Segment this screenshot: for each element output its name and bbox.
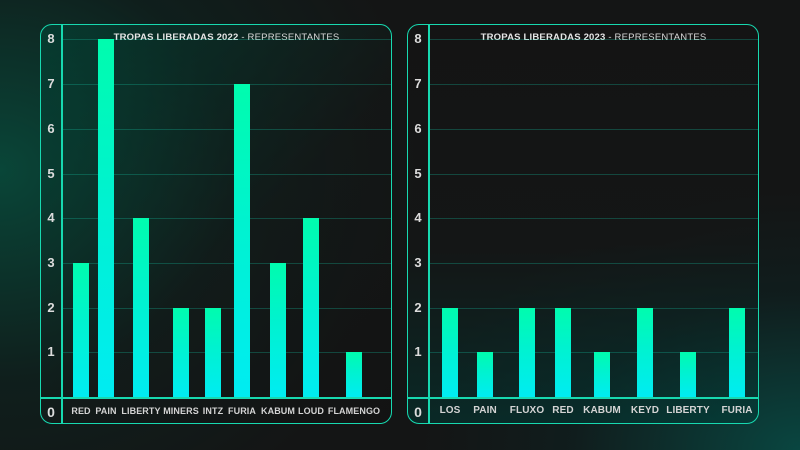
grid-line [429,352,758,354]
bar-furia [729,307,745,397]
x-label-red: RED [552,405,574,416]
bar-liberty [680,352,696,397]
chart-panel-2022: TROPAS LIBERADAS 2022 - REPRESENTANTES 0… [40,24,392,424]
y-tick-7: 7 [47,76,55,92]
bar-keyd [637,307,653,397]
grid-line [429,84,758,86]
bar-kabum [594,352,610,397]
y-tick-2: 2 [414,299,422,315]
chart-title-main: TROPAS LIBERADAS 2022 [113,32,239,43]
y-axis-line [428,25,430,423]
y-tick-6: 6 [47,120,55,136]
x-axis-line [408,397,758,399]
x-label-keyd: KEYD [630,405,660,416]
chart-title-sub: - REPRESENTANTES [238,32,340,43]
grid-line [62,262,391,264]
y-tick-5: 5 [47,165,55,181]
grid-line [62,84,391,86]
chart-title-sub: - REPRESENTANTES [605,32,707,43]
x-label-fluxo: FLUXO [509,405,545,416]
x-axis-line [41,397,391,399]
bar-liberty [133,218,149,397]
bar-miners [173,307,189,397]
x-label-furia: FURIA [721,405,753,416]
y-tick-1: 1 [414,344,422,360]
y-tick-3: 3 [47,254,55,270]
y-tick-0: 0 [47,404,55,420]
x-label-pain: PAIN [473,405,497,416]
chart-title: TROPAS LIBERADAS 2022 - REPRESENTANTES [62,32,391,43]
grid-line [62,218,391,220]
x-label-pain: PAIN [95,406,117,416]
bar-kabum [270,262,286,397]
y-tick-2: 2 [47,299,55,315]
bar-red [555,307,571,397]
x-label-intz: INTZ [202,406,224,416]
bar-los [442,307,458,397]
grid-line [429,307,758,309]
grid-line [429,128,758,130]
y-tick-8: 8 [47,31,55,47]
chart-title-main: TROPAS LIBERADAS 2023 [480,32,606,43]
bar-pain [98,39,114,397]
grid-line [429,262,758,264]
x-label-miners: MINERS [163,406,199,416]
x-label-loud: LOUD [298,406,324,416]
bar-red [73,262,89,397]
grid-line [62,352,391,354]
bar-intz [205,307,221,397]
grid-line [62,173,391,175]
x-label-flamengo: FLAMENGO [327,406,381,416]
x-label-liberty: LIBERTY [666,405,710,416]
y-tick-7: 7 [414,76,422,92]
x-label-liberty: LIBERTY [121,406,161,416]
y-tick-6: 6 [414,120,422,136]
x-label-kabum: KABUM [261,406,295,416]
grid-line [62,307,391,309]
y-axis-line [61,25,63,423]
bar-pain [477,352,493,397]
x-label-kabum: KABUM [583,405,621,416]
x-label-los: LOS [439,405,461,416]
bar-fluxo [519,307,535,397]
grid-line [429,39,758,41]
chart-title: TROPAS LIBERADAS 2023 - REPRESENTANTES [429,32,758,43]
y-tick-3: 3 [414,254,422,270]
x-label-red: RED [71,406,91,416]
y-tick-4: 4 [47,210,55,226]
y-tick-1: 1 [47,344,55,360]
y-tick-4: 4 [414,210,422,226]
grid-line [62,128,391,130]
grid-line [62,39,391,41]
chart-panel-2023: TROPAS LIBERADAS 2023 - REPRESENTANTES 0… [407,24,759,424]
y-tick-5: 5 [414,165,422,181]
bar-furia [234,84,250,397]
grid-line [429,218,758,220]
bar-flamengo [346,352,362,397]
x-label-furia: FURIA [228,406,256,416]
y-tick-0: 0 [414,404,422,420]
bar-loud [303,218,319,397]
grid-line [429,173,758,175]
y-tick-8: 8 [414,31,422,47]
